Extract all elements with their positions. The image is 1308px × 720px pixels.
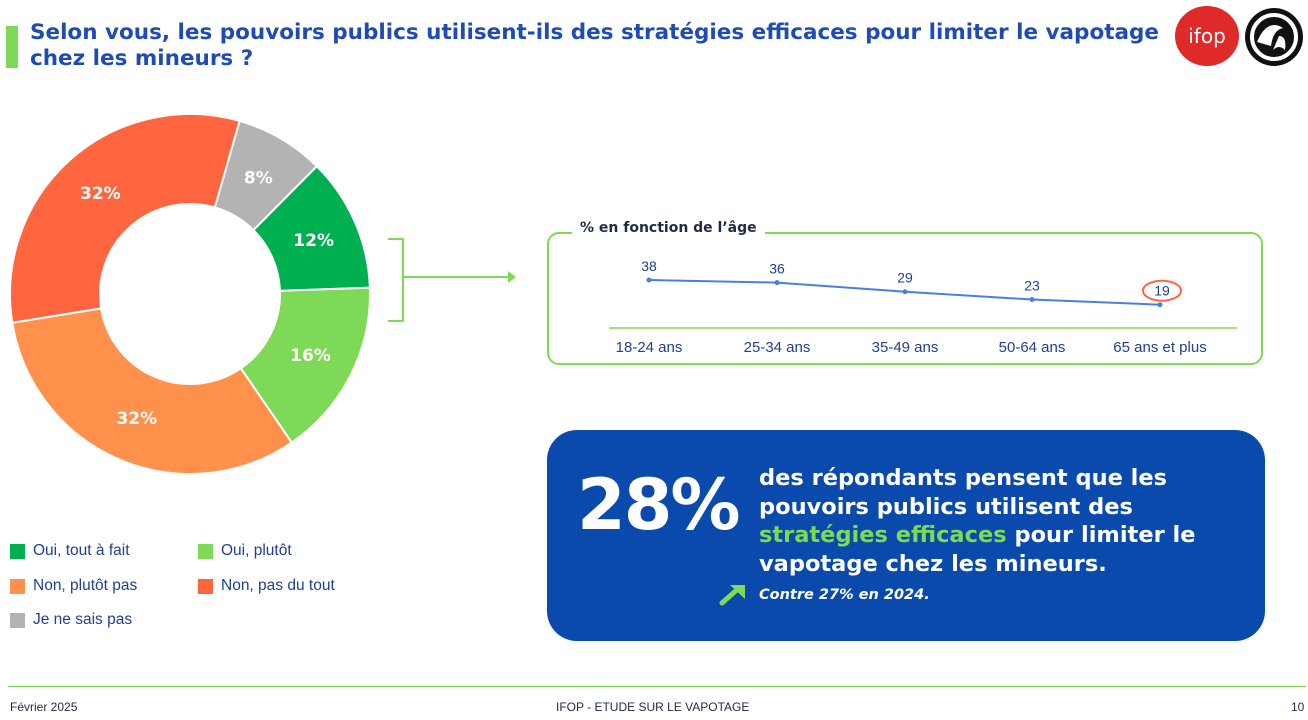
partner-logo-icon <box>1245 8 1303 66</box>
data-label: 23 <box>1024 278 1040 294</box>
age-panel-title: % en fonction de l’âge <box>572 220 765 236</box>
legend-item-oui-tout-a-fait: Oui, tout à fait <box>10 542 130 560</box>
x-tick-label: 25-34 ans <box>744 339 811 356</box>
data-label: 19 <box>1154 283 1170 299</box>
legend-label: Non, plutôt pas <box>33 577 138 594</box>
key-figure-callout: 28% des répondants pensent que les pouvo… <box>547 430 1265 641</box>
x-tick-label: 18-24 ans <box>616 339 683 356</box>
page-title: Selon vous, les pouvoirs publics utilise… <box>30 20 1159 71</box>
legend-swatch <box>198 578 213 594</box>
age-line-chart: 38 18-24 ans 36 25-34 ans 29 35-49 ans 23 50-64… <box>609 258 1237 356</box>
connector-line <box>402 276 508 278</box>
data-point <box>646 277 652 283</box>
donut-slice-label: 32% <box>80 184 121 204</box>
connector-arrow-icon <box>508 271 516 283</box>
ifop-logo: ifop <box>1175 6 1239 66</box>
legend-item-non-pas-du-tout: Non, pas du tout <box>198 577 335 595</box>
data-point <box>774 280 780 286</box>
donut-slice <box>9 113 241 324</box>
data-point <box>1029 297 1035 302</box>
data-label: 29 <box>897 270 913 286</box>
age-breakdown-panel <box>547 232 1263 365</box>
x-tick-label: 35-49 ans <box>872 339 939 356</box>
x-tick-label: 50-64 ans <box>999 339 1066 356</box>
legend-swatch <box>198 543 213 559</box>
title-accent-bar <box>6 26 18 68</box>
callout-big-number: 28% <box>577 464 741 546</box>
legend-swatch <box>10 578 25 594</box>
callout-text-after: pour limiter le vapotage chez les mineur… <box>759 522 1196 577</box>
donut-chart: 8% 12% 16% 32% 32% <box>9 113 371 475</box>
donut-slice-label: 32% <box>116 409 157 429</box>
footer-divider <box>8 686 1306 687</box>
footer-study: IFOP - ETUDE SUR LE VAPOTAGE <box>556 700 750 714</box>
trend-up-arrow-icon <box>719 585 745 606</box>
legend-label: Oui, plutôt <box>221 542 292 559</box>
callout-text: des répondants pensent que les pouvoirs … <box>759 464 1229 578</box>
legend-item-oui-plutot: Oui, plutôt <box>198 542 292 560</box>
data-label: 38 <box>641 258 657 274</box>
legend-item-non-plutot-pas: Non, plutôt pas <box>10 577 137 595</box>
x-tick-label: 65 ans et plus <box>1113 339 1206 356</box>
data-label: 36 <box>769 261 785 277</box>
data-point <box>902 289 908 295</box>
donut-legend: Oui, tout à fait Oui, plutôt Non, plutôt… <box>10 542 390 642</box>
oui-group-bracket <box>388 238 404 322</box>
donut-slice <box>11 307 294 475</box>
donut-slice-label: 16% <box>290 346 331 366</box>
callout-text-before: des répondants pensent que les pouvoirs … <box>759 465 1168 520</box>
legend-label: Je ne sais pas <box>33 611 133 628</box>
callout-comparison: Contre 27% en 2024. <box>759 587 930 603</box>
footer-date: Février 2025 <box>10 700 78 714</box>
legend-item-je-ne-sais-pas: Je ne sais pas <box>10 611 132 629</box>
legend-label: Non, pas du tout <box>221 577 335 594</box>
donut-slice-label: 12% <box>293 231 334 251</box>
data-point <box>1157 302 1163 308</box>
donut-slice-label: 8% <box>244 169 273 189</box>
highlight-circle <box>1142 279 1182 302</box>
legend-swatch <box>10 543 25 559</box>
legend-label: Oui, tout à fait <box>33 542 130 559</box>
callout-highlight: stratégies efficaces <box>759 522 1007 548</box>
donut-slice <box>239 286 371 444</box>
legend-swatch <box>10 612 25 628</box>
footer-page-number: 10 <box>1291 700 1305 714</box>
